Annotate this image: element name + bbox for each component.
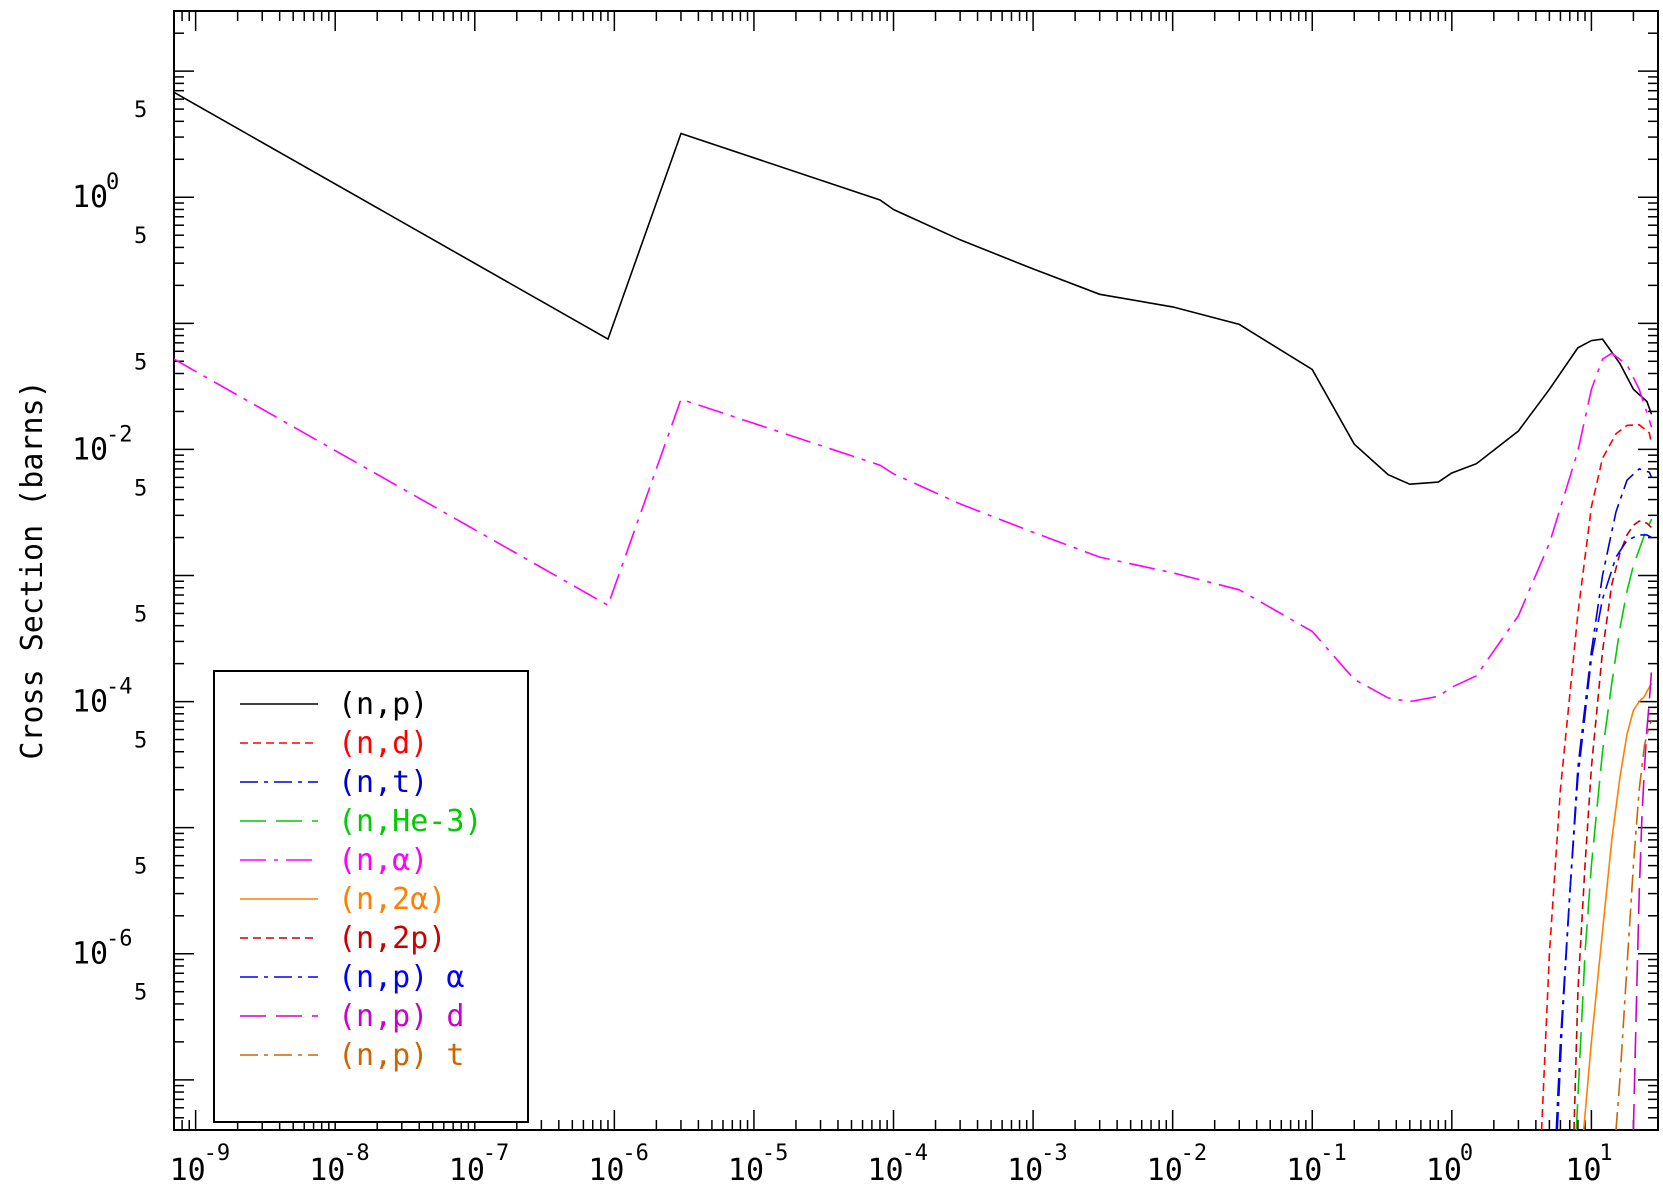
series-line-2 <box>1540 423 1653 1130</box>
x-tick-exponent: -9 <box>204 1141 231 1166</box>
x-tick-exponent: -6 <box>622 1141 649 1166</box>
series-line-8 <box>1556 534 1652 1130</box>
series-line-5 <box>174 352 1653 703</box>
legend-label: (n,α) <box>338 843 428 878</box>
x-tick-exponent: -8 <box>343 1141 370 1166</box>
x-axis-ticks: 10-9 10-8 10-7 10-6 10-5 10-4 10-3 10-2 10-1 100 1… <box>170 11 1659 1188</box>
x-tick-label: 10 <box>449 1153 485 1188</box>
y-axis-title: Cross Section (barns) <box>15 380 50 759</box>
x-tick-label: 10 <box>868 1153 904 1188</box>
y-tick-label: 10 <box>72 432 108 467</box>
x-tick-label: 10 <box>1565 1153 1601 1188</box>
x-tick-exponent: -7 <box>483 1141 510 1166</box>
y-minor-tick-label: 5 <box>134 98 147 123</box>
legend-label: (n,p) t <box>338 1038 464 1073</box>
x-tick-exponent: -1 <box>1320 1141 1347 1166</box>
y-tick-exponent: -4 <box>106 675 133 700</box>
x-tick-exponent: 1 <box>1599 1141 1612 1166</box>
x-tick-label: 10 <box>309 1153 345 1188</box>
x-tick-exponent: -2 <box>1181 1141 1208 1166</box>
x-tick-exponent: -5 <box>762 1141 789 1166</box>
y-tick-label: 10 <box>72 180 108 215</box>
legend: (n,p) (n,d) (n,t) (n,He-3) (n,α) (n,2α) (n,2p)… <box>213 670 529 1123</box>
legend-box <box>213 670 529 1123</box>
x-tick-label: 10 <box>1286 1153 1322 1188</box>
legend-label: (n,2α) <box>338 882 446 917</box>
x-tick-label: 10 <box>728 1153 764 1188</box>
series-line-10 <box>1615 720 1653 1130</box>
y-minor-tick-label: 5 <box>134 476 147 501</box>
y-tick-exponent: -6 <box>106 927 133 952</box>
x-tick-exponent: 0 <box>1460 1141 1473 1166</box>
x-tick-exponent: -3 <box>1041 1141 1068 1166</box>
series-line-4 <box>1575 518 1653 1130</box>
x-tick-label: 10 <box>1147 1153 1183 1188</box>
y-minor-tick-label: 5 <box>134 855 147 880</box>
x-tick-label: 10 <box>1007 1153 1043 1188</box>
series-line-9 <box>1632 669 1653 1130</box>
y-tick-exponent: 0 <box>106 170 119 195</box>
legend-label: (n,p) d <box>338 999 464 1034</box>
legend-label: (n,2p) <box>338 921 446 956</box>
x-tick-label: 10 <box>170 1153 206 1188</box>
series-line-6 <box>1582 682 1653 1130</box>
y-minor-tick-label: 5 <box>134 981 147 1006</box>
y-minor-tick-label: 5 <box>134 350 147 375</box>
x-tick-exponent: -4 <box>902 1141 929 1166</box>
series-line-7 <box>1573 520 1653 1130</box>
y-tick-label: 10 <box>72 937 108 972</box>
x-tick-label: 10 <box>588 1153 624 1188</box>
series-line-1 <box>174 91 1653 486</box>
plot-frame <box>173 10 1659 1131</box>
legend-label: (n,p) α <box>338 960 464 995</box>
series-layer <box>174 91 1653 1130</box>
legend-label: (n,He-3) <box>338 804 483 839</box>
legend-label: (n,p) <box>338 687 428 722</box>
x-tick-label: 10 <box>1426 1153 1462 1188</box>
legend-label: (n,d) <box>338 726 428 761</box>
y-tick-label: 10 <box>72 685 108 720</box>
y-minor-tick-label: 5 <box>134 729 147 754</box>
y-minor-tick-label: 5 <box>134 224 147 249</box>
series-line-3 <box>1555 467 1653 1130</box>
legend-label: (n,t) <box>338 765 428 800</box>
y-minor-tick-label: 5 <box>134 602 147 627</box>
y-tick-exponent: -2 <box>106 422 133 447</box>
